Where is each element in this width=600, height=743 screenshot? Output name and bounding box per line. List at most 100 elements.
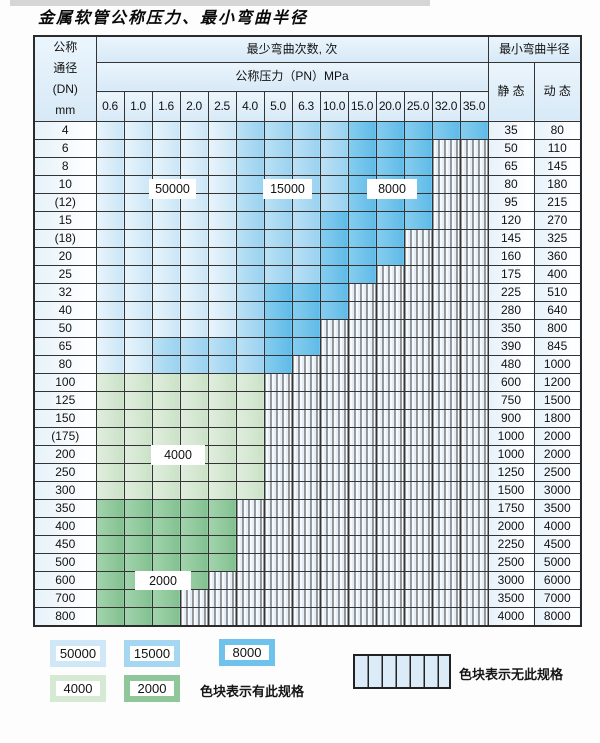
spec-cell-6-25.0 <box>403 139 433 158</box>
table-row-dn-150: 150 900 1800 <box>33 409 582 428</box>
spec-cell-350-15.0 <box>347 499 377 518</box>
spec-cell-125-10.0 <box>319 391 349 410</box>
spec-cell-400-2.0 <box>179 517 209 536</box>
spec-cell-25-1.6 <box>151 265 181 284</box>
table-row-dn-80: 80 480 1000 <box>33 355 582 374</box>
spec-cell-800-20.0 <box>375 607 405 627</box>
spec-cell-12-4.0 <box>235 193 265 212</box>
spec-cell-125-25.0 <box>403 391 433 410</box>
spec-cell-40-32.0 <box>431 301 461 320</box>
static-radius-cell: 225 <box>487 283 535 302</box>
spec-cell-350-1.6 <box>151 499 181 518</box>
spec-cell-40-10.0 <box>319 301 349 320</box>
legend-swatch-2000: 2000 <box>124 675 180 702</box>
spec-cell-400-6.3 <box>291 517 321 536</box>
spec-cell-40-1.0 <box>123 301 153 320</box>
spec-cell-125-1.6 <box>151 391 181 410</box>
spec-cell-18-4.0 <box>235 229 265 248</box>
spec-cell-6-0.6 <box>95 139 125 158</box>
spec-cell-50-20.0 <box>375 319 405 338</box>
dn-cell: 80 <box>33 355 97 374</box>
spec-cell-700-6.3 <box>291 589 321 608</box>
spec-cell-20-10.0 <box>319 247 349 266</box>
spec-cell-200-10.0 <box>319 445 349 464</box>
spec-cell-450-32.0 <box>431 535 461 554</box>
spec-cell-65-2.5 <box>207 337 237 356</box>
spec-cell-250-15.0 <box>347 463 377 482</box>
spec-cell-15-6.3 <box>291 211 321 230</box>
spec-cell-8-15.0 <box>347 157 377 176</box>
dn-cell: 15 <box>33 211 97 230</box>
spec-cell-450-6.3 <box>291 535 321 554</box>
dynamic-radius-cell: 5000 <box>533 553 582 572</box>
dn-cell: (175) <box>33 427 97 446</box>
spec-cell-18-0.6 <box>95 229 125 248</box>
spec-cell-40-35.0 <box>459 301 489 320</box>
dn-column-header: 公称 通径 (DN) mm <box>33 35 97 122</box>
dn-header-line: (DN) <box>52 82 78 96</box>
spec-cell-4-15.0 <box>347 121 377 140</box>
static-radius-cell: 120 <box>487 211 535 230</box>
spec-cell-500-1.6 <box>151 553 181 572</box>
table-row-dn-6: 6 50 110 <box>33 139 582 158</box>
spec-cell-450-2.5 <box>207 535 237 554</box>
spec-cell-300-20.0 <box>375 481 405 500</box>
spec-cell-20-20.0 <box>375 247 405 266</box>
pressure-header-35.0: 35.0 <box>459 91 489 122</box>
spec-cell-8-1.0 <box>123 157 153 176</box>
spec-cell-250-6.3 <box>291 463 321 482</box>
pressure-header-0.6: 0.6 <box>95 91 125 122</box>
spec-cell-4-1.6 <box>151 121 181 140</box>
static-radius-cell: 1750 <box>487 499 535 518</box>
spec-cell-200-4.0 <box>235 445 265 464</box>
spec-cell-150-20.0 <box>375 409 405 428</box>
spec-cell-6-35.0 <box>459 139 489 158</box>
pressure-header-20.0: 20.0 <box>375 91 405 122</box>
static-radius-cell: 1000 <box>487 427 535 446</box>
table-body: 公称 通径 (DN) mm 最少弯曲次数, 次最小弯曲半径 公称压力（PN）MPa 静 态动… <box>33 35 582 627</box>
table-row-dn-350: 350 1750 3500 <box>33 499 582 518</box>
spec-cell-350-0.6 <box>95 499 125 518</box>
dn-header-line: 公称 <box>53 40 78 54</box>
spec-cell-350-2.0 <box>179 499 209 518</box>
spec-cell-25-10.0 <box>319 265 349 284</box>
static-radius-cell: 2250 <box>487 535 535 554</box>
dn-cell: 700 <box>33 589 97 608</box>
dn-cell: 200 <box>33 445 97 464</box>
region-label-15000: 15000 <box>263 179 312 199</box>
spec-cell-20-1.6 <box>151 247 181 266</box>
spec-cell-350-1.0 <box>123 499 153 518</box>
region-label-8000: 8000 <box>367 179 417 199</box>
spec-cell-300-6.3 <box>291 481 321 500</box>
spec-cell-150-35.0 <box>459 409 489 428</box>
spec-cell-100-35.0 <box>459 373 489 392</box>
spec-cell-25-15.0 <box>347 265 377 284</box>
spec-cell-12-1.0 <box>123 193 153 212</box>
spec-cell-65-35.0 <box>459 337 489 356</box>
spec-cell-175-10.0 <box>319 427 349 446</box>
spec-cell-300-35.0 <box>459 481 489 500</box>
spec-cell-700-32.0 <box>431 589 461 608</box>
spec-cell-500-2.0 <box>179 553 209 572</box>
spec-cell-350-32.0 <box>431 499 461 518</box>
pressure-header-32.0: 32.0 <box>431 91 461 122</box>
table-row-dn-18: (18) 145 325 <box>33 229 582 248</box>
spec-cell-700-4.0 <box>235 589 265 608</box>
spec-cell-800-15.0 <box>347 607 377 627</box>
spec-cell-150-5.0 <box>263 409 293 428</box>
dynamic-radius-cell: 510 <box>533 283 582 302</box>
spec-cell-800-4.0 <box>235 607 265 627</box>
spec-cell-250-1.6 <box>151 463 181 482</box>
spec-cell-50-2.0 <box>179 319 209 338</box>
spec-cell-50-32.0 <box>431 319 461 338</box>
spec-cell-200-0.6 <box>95 445 125 464</box>
no-spec-note: 色块表示无此规格 <box>459 667 564 682</box>
spec-cell-250-20.0 <box>375 463 405 482</box>
table-row-dn-600: 600 3000 6000 <box>33 571 582 590</box>
spec-cell-8-2.0 <box>179 157 209 176</box>
bend-count-title: 最少弯曲次数, 次 <box>95 35 489 63</box>
table-row-dn-15: 15 120 270 <box>33 211 582 230</box>
spec-cell-100-5.0 <box>263 373 293 392</box>
pressure-header-15.0: 15.0 <box>347 91 377 122</box>
spec-cell-600-20.0 <box>375 571 405 590</box>
